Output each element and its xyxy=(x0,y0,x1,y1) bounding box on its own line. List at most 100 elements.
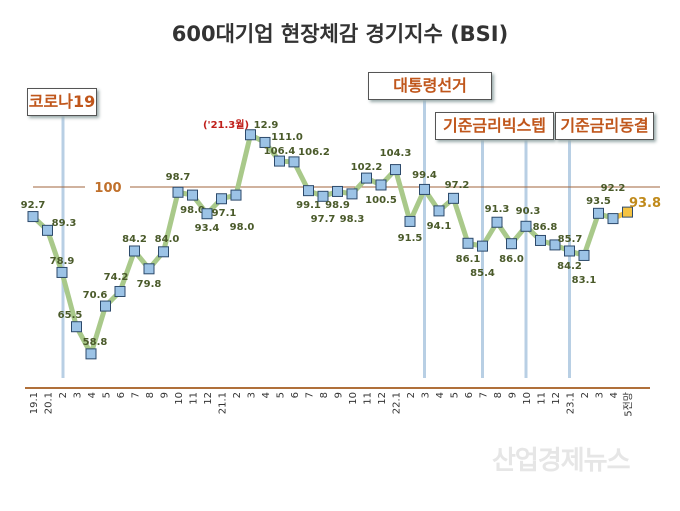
x-tick-label: 19.1 xyxy=(29,392,40,414)
data-label: 111.0 xyxy=(271,132,303,143)
data-point xyxy=(230,189,242,201)
data-point xyxy=(187,189,198,201)
watermark: 산업경제뉴스 xyxy=(492,446,631,476)
x-tick-label: 2 xyxy=(580,392,591,398)
event-label: 대통령선거 xyxy=(368,72,492,100)
data-point xyxy=(578,249,590,261)
x-tick-label: 2 xyxy=(58,392,69,398)
data-label: 86.0 xyxy=(499,254,524,265)
data-point xyxy=(346,188,358,200)
data-point xyxy=(462,237,474,249)
data-label: 84.2 xyxy=(557,261,582,272)
data-point xyxy=(259,136,271,148)
reference-label: 100 xyxy=(94,181,121,196)
data-label: 97.2 xyxy=(445,180,470,191)
data-point xyxy=(71,321,82,333)
x-tick-label: 12 xyxy=(377,392,388,405)
x-tick-label: 7 xyxy=(305,392,316,398)
data-label: 85.4 xyxy=(470,268,495,279)
chart-title: 600대기업 현장체감 경기지수 (BSI) xyxy=(171,22,509,46)
x-tick-label: 12 xyxy=(203,392,214,405)
data-point xyxy=(607,213,619,225)
x-tick-label: 9 xyxy=(160,392,171,398)
x-tick-label: 9 xyxy=(334,392,345,398)
data-point xyxy=(245,129,256,141)
x-tick-label: 8 xyxy=(319,392,330,398)
data-point xyxy=(535,234,546,246)
data-point xyxy=(361,172,372,184)
data-label: 79.8 xyxy=(137,279,162,290)
data-point xyxy=(158,246,169,258)
data-label: 99.1 xyxy=(296,200,321,211)
data-point xyxy=(506,238,517,250)
data-label: 74.2 xyxy=(104,272,129,283)
x-tick-label: 6 xyxy=(290,392,301,398)
x-tick-label: 11 xyxy=(363,392,374,405)
data-point xyxy=(593,207,604,219)
data-point xyxy=(27,211,39,223)
data-label: 97.1 xyxy=(212,208,237,219)
x-tick-label: 5 xyxy=(102,392,113,398)
data-label: 98.3 xyxy=(340,214,365,225)
data-label: 91.5 xyxy=(398,233,423,244)
data-label: 86.8 xyxy=(533,222,558,233)
data-point xyxy=(419,183,430,195)
data-point xyxy=(216,193,227,205)
data-label: 94.1 xyxy=(427,221,452,232)
data-label: 93.5 xyxy=(586,196,611,207)
data-point xyxy=(172,186,184,198)
data-label: 97.7 xyxy=(311,214,336,225)
x-tick-label: 10 xyxy=(348,392,359,405)
x-tick-label: 7 xyxy=(131,392,142,398)
data-label: 84.0 xyxy=(155,234,180,245)
data-point xyxy=(42,224,53,236)
x-tick-label: 11 xyxy=(537,392,548,405)
data-label: 93.8 xyxy=(629,196,661,211)
data-point xyxy=(274,155,285,167)
data-label: 98.7 xyxy=(166,172,191,183)
data-label: 106.2 xyxy=(298,147,330,158)
x-tick-label: 5전망 xyxy=(623,392,635,417)
data-label: 98.0 xyxy=(230,222,255,233)
data-label: 12.9 xyxy=(254,120,279,131)
data-point xyxy=(564,245,575,257)
data-label: 102.2 xyxy=(351,162,383,173)
data-label: 78.9 xyxy=(50,256,75,267)
x-tick-label: 9 xyxy=(508,392,519,398)
data-point xyxy=(477,240,488,252)
data-label: 98.0 xyxy=(180,205,205,216)
x-tick-label: 10 xyxy=(174,392,185,405)
data-point xyxy=(332,185,343,197)
x-tick-label: 2 xyxy=(232,392,243,398)
event-label: 기준금리빅스텝 xyxy=(435,112,554,140)
x-tick-label: 23.1 xyxy=(566,392,577,414)
data-label: 84.2 xyxy=(122,234,147,245)
data-label: 100.5 xyxy=(365,195,397,206)
data-point xyxy=(56,266,68,278)
data-point xyxy=(404,215,416,227)
data-point xyxy=(288,156,300,168)
x-tick-label: 4 xyxy=(261,392,272,398)
x-tick-label: 3 xyxy=(73,392,84,398)
x-tick-label: 7 xyxy=(479,392,490,398)
data-point xyxy=(390,164,401,176)
x-tick-label: 21.1 xyxy=(218,392,229,414)
data-label: 93.4 xyxy=(195,223,220,234)
x-tick-label: 11 xyxy=(189,392,200,405)
x-tick-label: 10 xyxy=(522,392,533,405)
data-label: 91.3 xyxy=(485,204,510,215)
data-label: 89.3 xyxy=(52,218,77,229)
data-label: 85.7 xyxy=(558,234,583,245)
data-point xyxy=(549,239,561,251)
data-label: 92.7 xyxy=(21,200,46,211)
peak-annotation: ('21.3월) xyxy=(203,119,249,131)
data-label: 65.5 xyxy=(58,310,83,321)
data-point xyxy=(114,285,126,297)
x-tick-label: 12 xyxy=(551,392,562,405)
data-point xyxy=(375,179,387,191)
data-point xyxy=(85,348,97,360)
data-label: 106.4 xyxy=(264,146,296,157)
x-tick-label: 20.1 xyxy=(44,392,55,414)
